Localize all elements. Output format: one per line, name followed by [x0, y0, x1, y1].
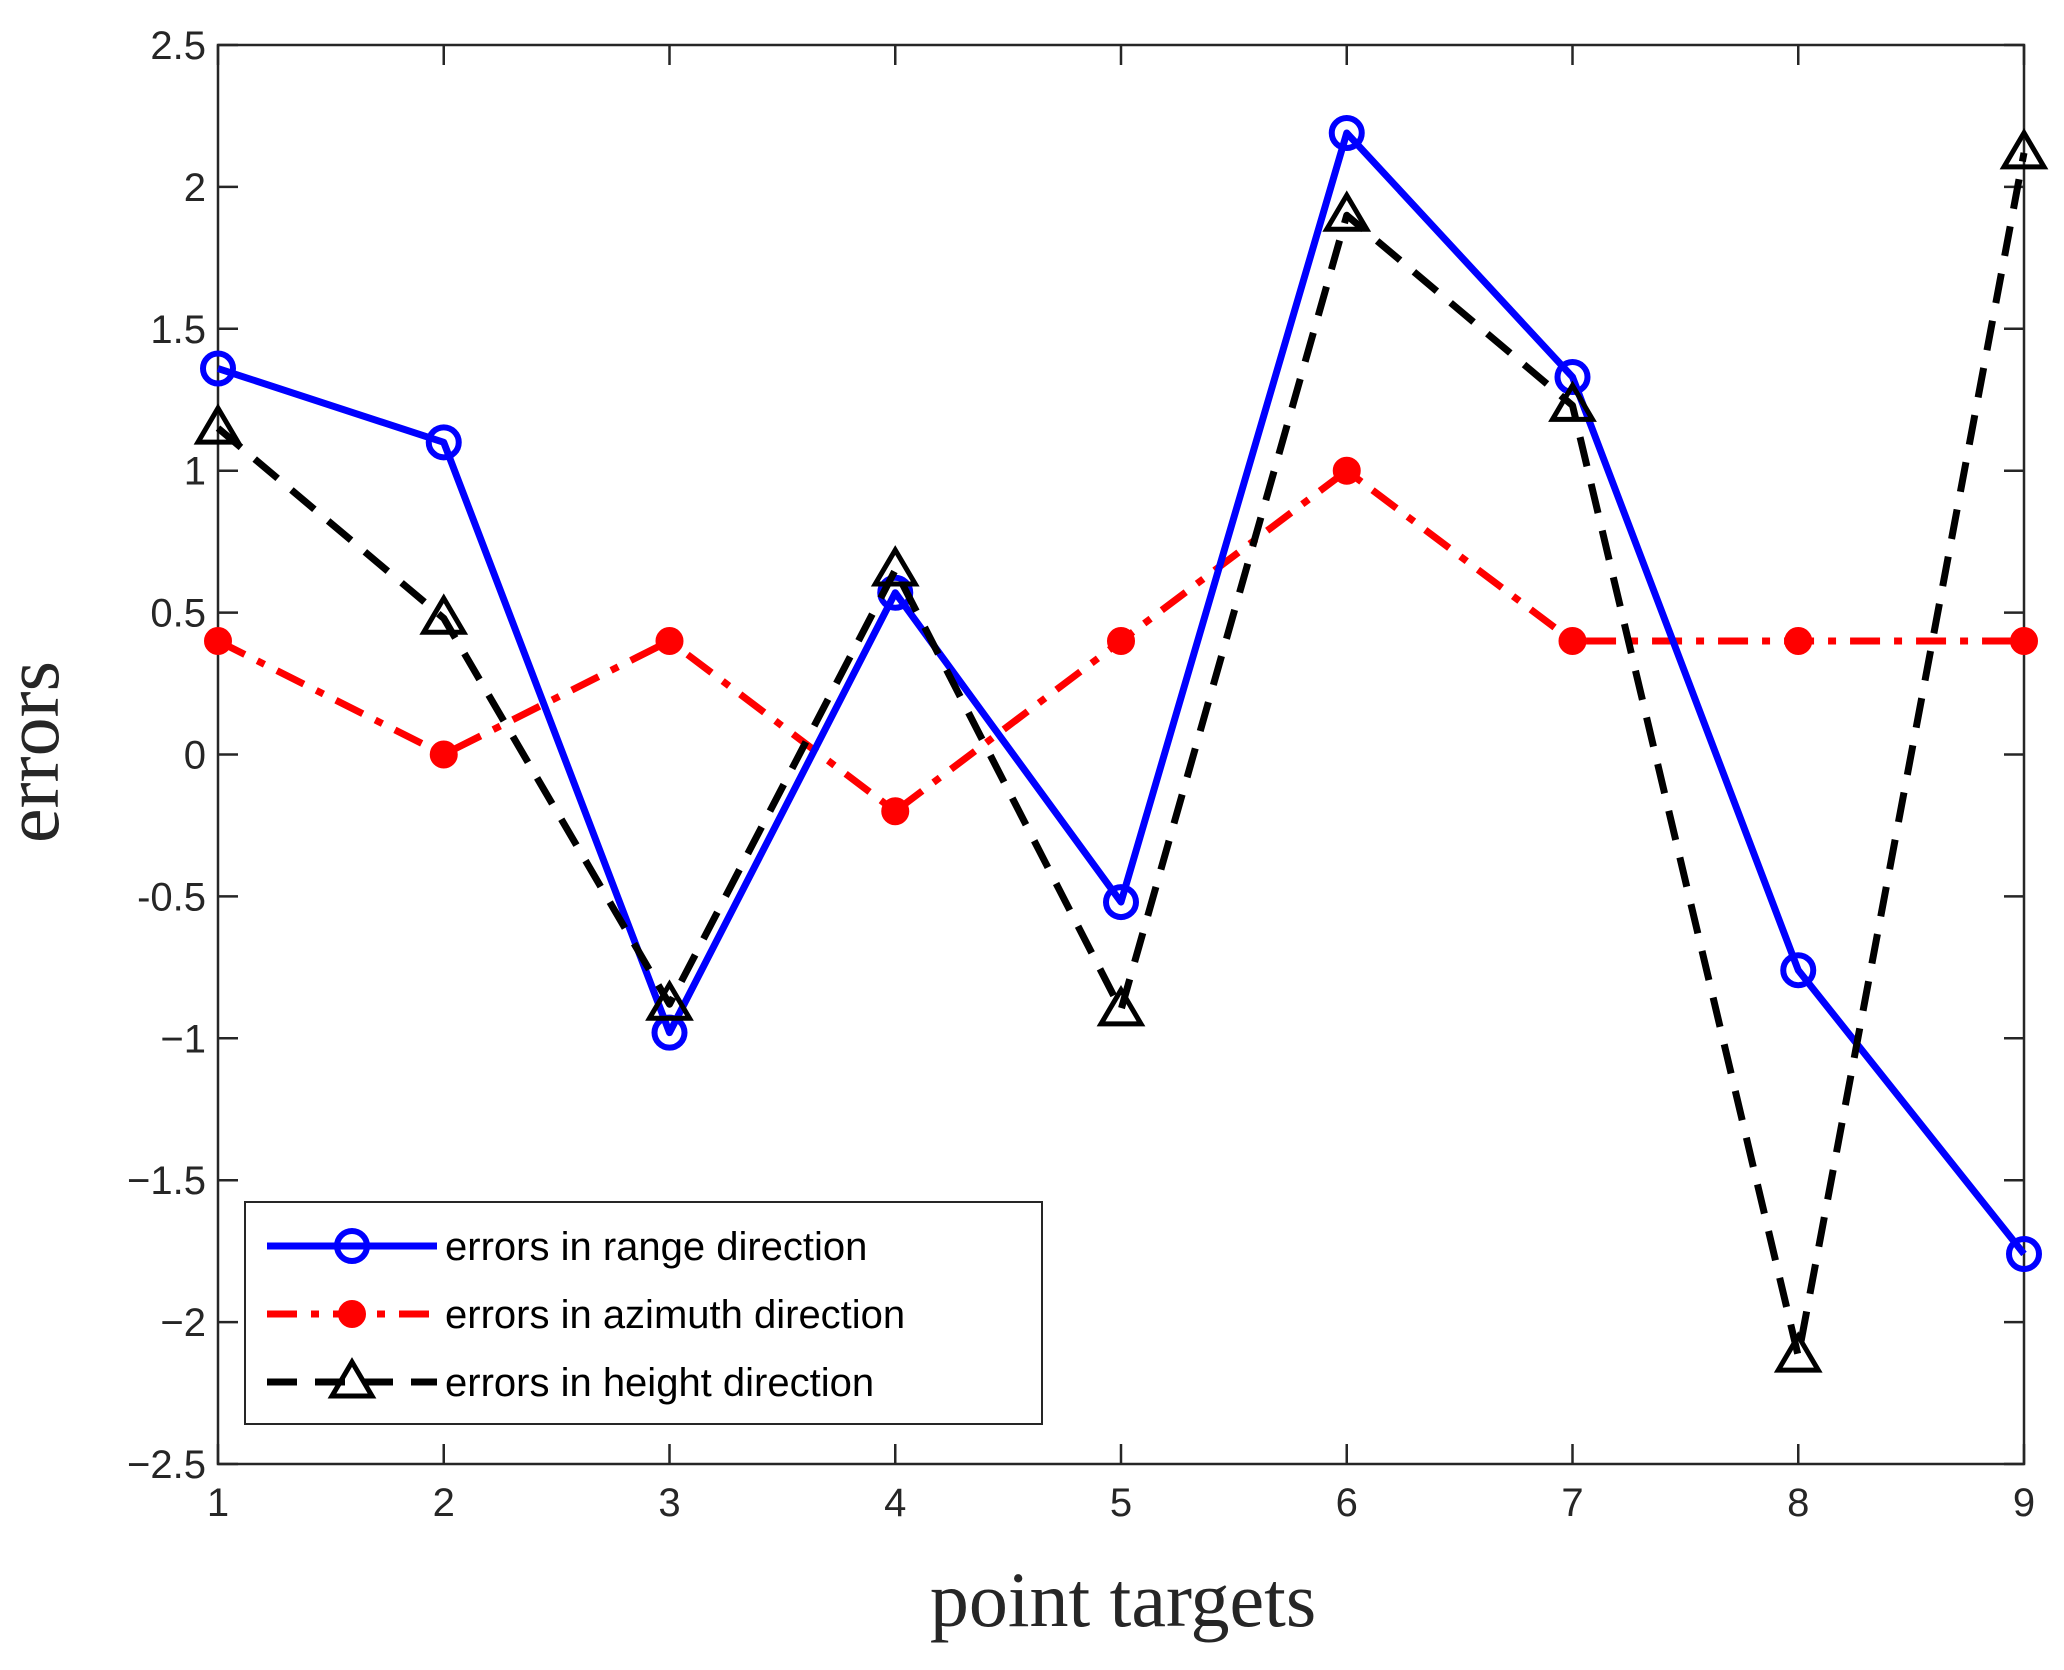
series-1	[200, 114, 2042, 1272]
data-point-series-2	[881, 797, 910, 826]
series-2	[204, 456, 2038, 826]
data-point-series-2	[429, 740, 458, 769]
x-tick-label: 6	[1336, 1481, 1358, 1525]
x-tick-label: 1	[207, 1481, 229, 1525]
data-point-series-1	[200, 350, 236, 387]
data-point-series-2	[2010, 626, 2038, 655]
y-tick-label: −2.5	[127, 1443, 206, 1487]
legend-item-2: errors in azimuth direction	[267, 1293, 905, 1337]
y-tick-label: −1.5	[127, 1159, 206, 1203]
data-point-series-1	[1328, 114, 1365, 151]
data-point-series-2	[1558, 626, 1587, 655]
y-tick-label: -0.5	[137, 875, 206, 919]
legend-marker	[338, 1300, 366, 1328]
data-point-series-3	[1096, 984, 1146, 1027]
data-point-series-3	[1322, 190, 1372, 232]
data-point-series-2	[1107, 626, 1135, 655]
data-point-series-3	[1548, 380, 1597, 422]
data-point-series-2	[655, 626, 684, 655]
x-tick-label: 3	[658, 1481, 680, 1525]
y-tick-label: 2	[184, 166, 206, 210]
data-point-series-3	[645, 979, 694, 1021]
legend-marker	[327, 1357, 377, 1399]
y-tick-label: −2	[160, 1301, 206, 1345]
x-tick-label: 5	[1110, 1481, 1132, 1525]
data-point-series-1	[1554, 359, 1591, 396]
x-axis-ticks: 1 2 3 4 5 6 7 8 9	[207, 45, 2035, 1525]
data-point-series-1	[1780, 952, 1817, 989]
legend: errors in range direction errors in azimu…	[244, 1201, 1043, 1425]
y-tick-label: 2.5	[150, 24, 206, 68]
series-line-1	[216, 129, 2027, 1257]
data-point-series-1	[2006, 1235, 2042, 1272]
x-tick-label: 7	[1561, 1481, 1583, 1525]
x-tick-label: 8	[1787, 1481, 1809, 1525]
y-tick-label: 0	[184, 734, 206, 778]
data-point-series-1	[425, 424, 462, 461]
y-axis-ticks: −2.5 −2 −1.5 −1 -0.5 0 0.5 1 1.5 2 2.5	[127, 24, 2024, 1487]
legend-marker	[334, 1228, 370, 1264]
data-point-series-1	[1103, 884, 1139, 921]
data-point-series-2	[204, 626, 232, 655]
x-axis-label: point targets	[930, 1556, 1316, 1643]
data-point-series-2	[1332, 456, 1361, 485]
y-tick-label: 0.5	[150, 592, 206, 636]
y-tick-label: 1.5	[150, 308, 206, 352]
data-point-series-3	[1999, 127, 2049, 170]
x-tick-label: 4	[884, 1481, 906, 1525]
legend-label: errors in height direction	[445, 1361, 874, 1405]
series-3	[193, 127, 2049, 1373]
series-line-3	[215, 152, 2028, 1360]
data-point-series-2	[1784, 626, 1813, 655]
y-tick-label: −1	[160, 1017, 206, 1061]
legend-item-1: errors in range direction	[267, 1225, 867, 1269]
y-tick-label: 1	[184, 450, 206, 494]
legend-label: errors in azimuth direction	[445, 1293, 905, 1337]
legend-label: errors in range direction	[445, 1225, 867, 1269]
data-point-series-3	[419, 593, 469, 635]
x-tick-label: 2	[433, 1481, 455, 1525]
y-axis-label: errors	[0, 661, 75, 843]
series-layer	[193, 114, 2049, 1373]
data-point-series-3	[193, 403, 243, 445]
x-tick-label: 9	[2013, 1481, 2035, 1525]
data-point-series-3	[1773, 1331, 1823, 1373]
legend-item-3: errors in height direction	[267, 1357, 874, 1405]
data-point-series-3	[870, 545, 920, 587]
